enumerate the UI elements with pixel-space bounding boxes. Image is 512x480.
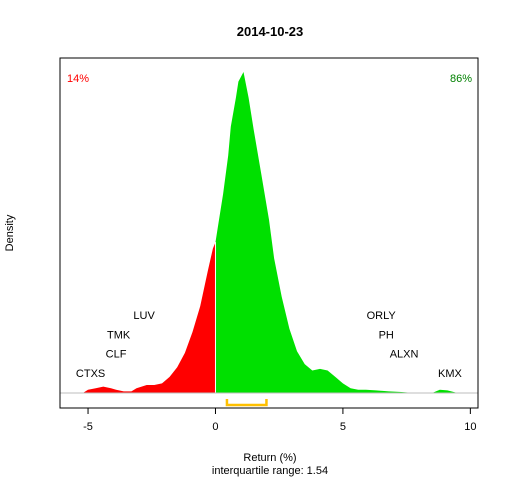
ticker-label: KMX: [438, 368, 463, 380]
positive-density-area: [215, 72, 471, 393]
ticker-label: PH: [379, 329, 394, 341]
ticker-label: TMK: [107, 329, 131, 341]
ticker-label: ORLY: [367, 310, 397, 322]
x-tick-label: -5: [83, 421, 93, 433]
ticker-label: CTXS: [76, 368, 105, 380]
ticker-label: CLF: [106, 349, 127, 361]
negative-density-area: [82, 242, 216, 393]
ticker-label: LUV: [133, 310, 155, 322]
x-axis: -5 0 5 10: [83, 408, 476, 433]
density-area: [82, 72, 471, 393]
pct-positive-label: 86%: [450, 73, 472, 85]
plot-frame: [59, 57, 479, 409]
iqr-bracket: [225, 399, 268, 407]
ticker-label: ALXN: [390, 349, 419, 361]
iqr-bracket-mark: [225, 399, 268, 407]
x-tick-label: 10: [464, 421, 476, 433]
x-tick-label: 0: [212, 421, 218, 433]
chart-title: 2014-10-23: [237, 24, 304, 39]
y-axis-label: Density: [4, 214, 16, 251]
x-tick-label: 5: [340, 421, 346, 433]
x-axis-label: Return (%): [243, 452, 296, 464]
iqr-subtitle: interquartile range: 1.54: [212, 465, 328, 477]
pct-negative-label: 14%: [67, 73, 89, 85]
